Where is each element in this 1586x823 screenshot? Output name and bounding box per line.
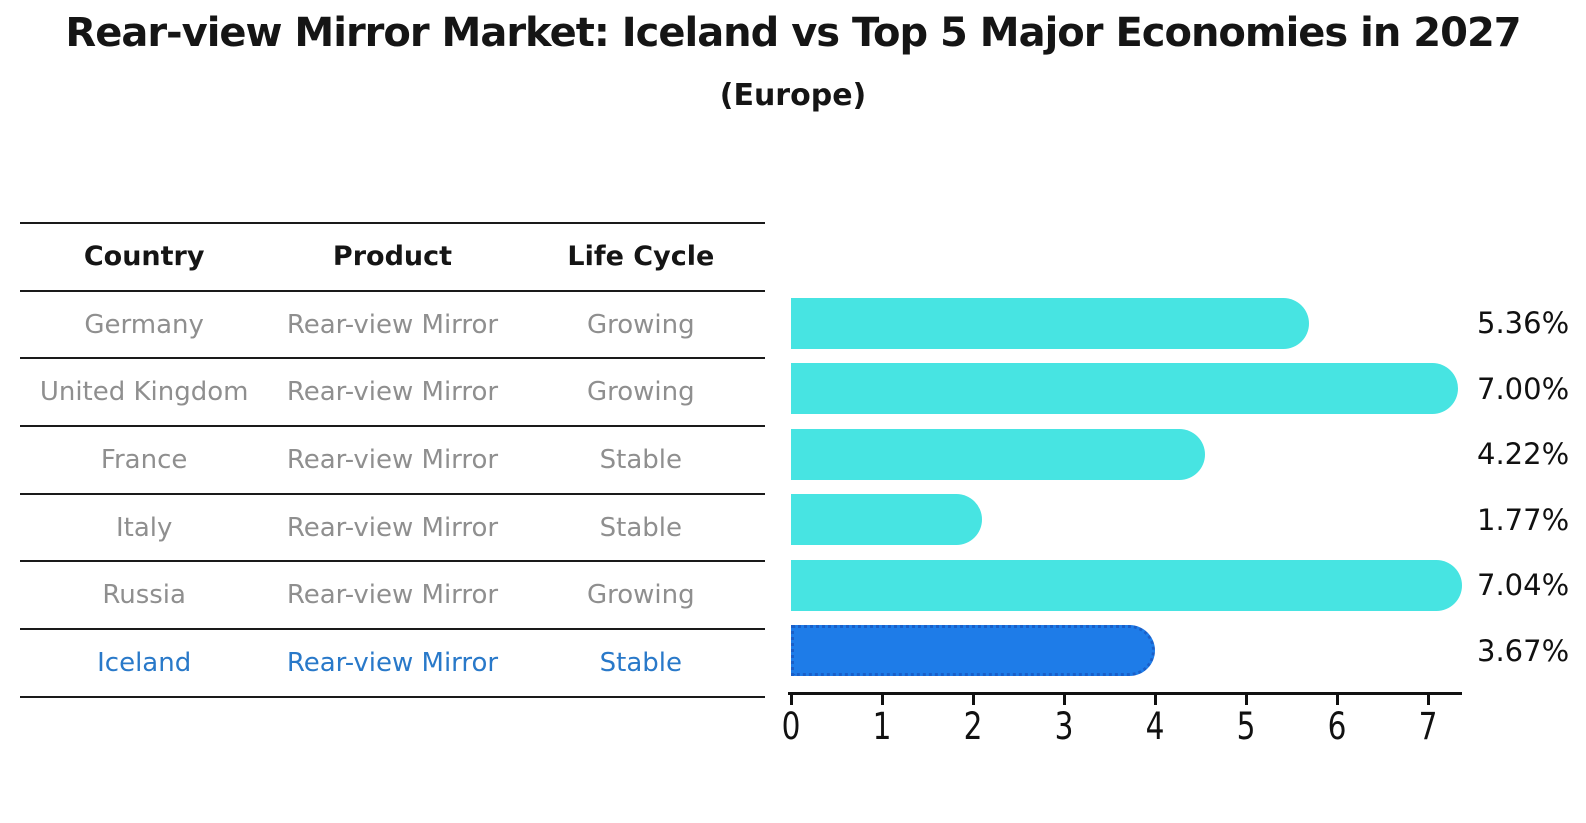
value-label-italy: 1.77% [1477, 502, 1570, 537]
cell-product: Rear-view Mirror [286, 444, 499, 475]
bar-italy [791, 494, 983, 545]
x-tick-mark-3 [1062, 695, 1066, 705]
cell-country: Italy [115, 512, 173, 543]
column-header-product: Product [332, 241, 453, 273]
x-tick-mark-6 [1335, 695, 1339, 705]
x-tick-label-5: 5 [1236, 705, 1256, 748]
x-tick-mark-5 [1244, 695, 1248, 705]
x-tick-mark-4 [1153, 695, 1157, 705]
cell-life-cycle: Stable [599, 444, 682, 475]
value-label-iceland: 3.67% [1477, 633, 1570, 668]
bar-germany [791, 297, 1309, 349]
x-axis-line [788, 692, 1462, 695]
table-row-united-kingdom: United Kingdom Rear-view Mirror Growing [20, 357, 765, 425]
table-row-iceland: Iceland Rear-view Mirror Stable [20, 628, 765, 696]
x-tick-mark-0 [789, 695, 793, 705]
table-row-germany: Germany Rear-view Mirror Growing [20, 289, 765, 358]
table-body: Germany Rear-view Mirror Growing United Kin… [20, 289, 765, 696]
table-row-russia: Russia Rear-view Mirror Growing [20, 560, 765, 628]
cell-country: Germany [84, 309, 204, 340]
value-label-france: 4.22% [1477, 437, 1570, 471]
cell-product: Rear-view Mirror [286, 512, 499, 543]
x-tick-mark-7 [1426, 695, 1430, 705]
cell-product: Rear-view Mirror [286, 377, 499, 408]
chart-title: Rear-view Mirror Market: Iceland vs Top … [65, 10, 1521, 56]
value-label-russia: 7.04% [1477, 568, 1570, 602]
cell-life-cycle: Growing [586, 309, 695, 340]
cell-life-cycle: Stable [599, 512, 682, 543]
cell-life-cycle: Stable [599, 647, 682, 678]
table-row-italy: Italy Rear-view Mirror Stable [20, 492, 765, 561]
column-header-country: Country [83, 241, 205, 273]
cell-life-cycle: Growing [586, 377, 695, 408]
column-header-life-cycle: Life Cycle [567, 241, 715, 273]
x-tick-mark-2 [971, 695, 975, 705]
country-info-table: Country Product Life Cycle Germany Rear-v… [20, 222, 765, 698]
cell-country: France [100, 444, 188, 475]
cell-country: Russia [102, 580, 186, 611]
cell-life-cycle: Growing [586, 580, 695, 611]
x-tick-label-4: 4 [1145, 705, 1165, 748]
x-tick-label-6: 6 [1327, 705, 1347, 748]
cell-product: Rear-view Mirror [286, 580, 499, 611]
cell-country: Iceland [97, 647, 192, 678]
x-tick-label-1: 1 [872, 705, 892, 748]
x-tick-label-3: 3 [1054, 705, 1074, 748]
value-label-germany: 5.36% [1477, 306, 1570, 340]
table-row-france: France Rear-view Mirror Stable [20, 425, 765, 493]
chart-subtitle: (Europe) [719, 78, 867, 113]
x-tick-label-7: 7 [1418, 705, 1438, 748]
cell-product: Rear-view Mirror [286, 647, 499, 678]
bar-france [791, 428, 1206, 480]
bar-united-kingdom [791, 363, 1458, 414]
bar-russia [791, 559, 1462, 611]
table-header-row: Country Product Life Cycle [20, 222, 765, 290]
cell-product: Rear-view Mirror [286, 309, 499, 340]
cell-country: United Kingdom [39, 377, 249, 408]
value-label-united-kingdom: 7.00% [1477, 371, 1570, 406]
x-tick-label-2: 2 [963, 705, 983, 748]
x-tick-label-0: 0 [781, 705, 801, 748]
x-tick-mark-1 [880, 695, 884, 705]
bar-iceland [791, 625, 1155, 676]
